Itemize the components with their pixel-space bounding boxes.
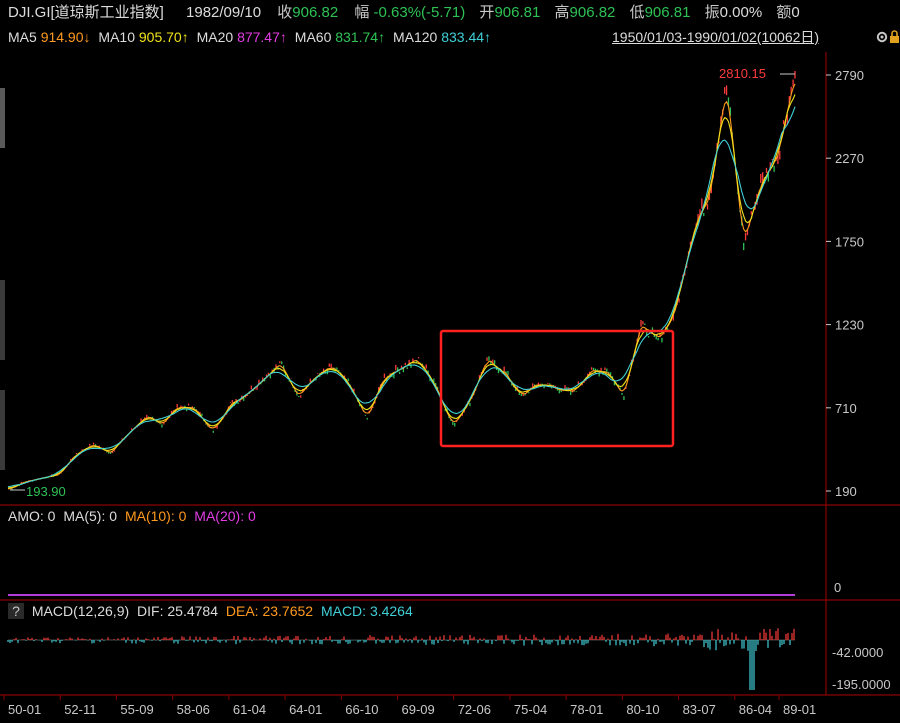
low-value: 906.81 bbox=[644, 4, 691, 21]
highlight-box bbox=[439, 329, 675, 448]
macd-value: MACD: 3.4264 bbox=[320, 603, 413, 619]
amo-indicator-bar: AMO: 0 MA(5): 0 MA(10): 0 MA(20): 0 bbox=[8, 508, 256, 524]
macd-dif: DIF: 25.4784 bbox=[137, 603, 218, 619]
open-value: 906.81 bbox=[494, 4, 541, 21]
x-axis-label: 89-01 bbox=[783, 702, 816, 717]
high-value: 906.82 bbox=[569, 4, 616, 21]
macd-title: MACD(12,26,9) bbox=[31, 603, 130, 619]
y-tick-label: 190 bbox=[835, 484, 857, 499]
y-tick-label: 2790 bbox=[835, 68, 864, 83]
change-label: 幅 bbox=[354, 4, 370, 21]
amo-y-tick: 0 bbox=[834, 580, 842, 595]
macd-histogram bbox=[7, 628, 795, 690]
macd-dea: DEA: 23.7652 bbox=[225, 603, 314, 619]
x-axis-label: 61-04 bbox=[233, 702, 266, 717]
amo-ma20: MA(20): 0 bbox=[194, 508, 256, 524]
symbol-name[interactable]: DJI.GI[道琼斯工业指数] bbox=[8, 4, 164, 21]
macd-indicator-bar: ? MACD(12,26,9) DIF: 25.4784 DEA: 23.765… bbox=[8, 603, 413, 619]
high-label: 高 bbox=[554, 4, 570, 21]
quote-date: 1982/09/10 bbox=[186, 4, 262, 21]
side-tab[interactable] bbox=[0, 390, 5, 470]
quote-info-bar: DJI.GI[道琼斯工业指数] 1982/09/10 收906.82 幅 -0.… bbox=[8, 3, 804, 23]
ma120-value: 833.44↑ bbox=[441, 29, 492, 45]
x-axis-labels: 50-01 52-11 55-09 58-06 61-04 64-01 66-10 69-09… bbox=[3, 695, 816, 717]
open-label: 开 bbox=[479, 4, 495, 21]
x-axis-label: 75-04 bbox=[514, 702, 547, 717]
ma120-line bbox=[7, 106, 796, 488]
x-axis-label: 86-04 bbox=[739, 702, 772, 717]
x-axis-label: 72-06 bbox=[458, 702, 491, 717]
y-tick-label: 710 bbox=[835, 401, 857, 416]
amount-label: 额 bbox=[776, 4, 792, 21]
x-axis-label: 66-10 bbox=[345, 702, 378, 717]
amplitude-value: 0.00% bbox=[719, 4, 763, 21]
moving-average-lines bbox=[7, 73, 796, 491]
side-tab[interactable] bbox=[0, 280, 5, 360]
y-axis-ticks: 2790 2270 1750 1230 710 190 bbox=[826, 68, 864, 499]
ma5-label: MA5 bbox=[8, 29, 37, 45]
x-axis-label: 58-06 bbox=[177, 702, 210, 717]
ma60-label: MA60 bbox=[294, 29, 332, 45]
y-tick-label: 1750 bbox=[835, 234, 864, 249]
amplitude-label: 振 bbox=[704, 4, 720, 21]
change-value: -0.63%(-5.71) bbox=[373, 4, 466, 21]
x-axis-label: 80-10 bbox=[626, 702, 659, 717]
x-axis-label: 69-09 bbox=[402, 702, 435, 717]
x-axis-label: 64-01 bbox=[289, 702, 322, 717]
macd-y-tick-2: -195.0000 bbox=[832, 677, 891, 692]
ma20-value: 877.47↑ bbox=[237, 29, 287, 45]
macd-y-tick-1: -42.0000 bbox=[832, 645, 884, 660]
help-icon[interactable]: ? bbox=[8, 603, 24, 619]
date-range-selector[interactable]: 1950/01/03-1990/01/02(10062日) bbox=[612, 29, 820, 45]
max-price-label: 2810.15 bbox=[719, 66, 766, 81]
x-axis-label: 83-07 bbox=[683, 702, 716, 717]
left-side-tabs bbox=[0, 50, 6, 480]
settings-gear-icon[interactable] bbox=[875, 30, 889, 44]
ma60-value: 831.74↑ bbox=[335, 29, 386, 45]
x-axis-label: 78-01 bbox=[570, 702, 603, 717]
side-tab[interactable] bbox=[0, 88, 5, 148]
close-label: 收 bbox=[277, 4, 293, 21]
x-axis-label: 52-11 bbox=[64, 702, 96, 717]
x-axis-label: 55-09 bbox=[120, 702, 153, 717]
amount-value: 0 bbox=[791, 4, 800, 21]
min-price-label: 193.90 bbox=[26, 484, 66, 499]
ma5-line bbox=[7, 83, 796, 490]
ma10-value: 905.70↑ bbox=[138, 29, 189, 45]
lock-icon[interactable] bbox=[889, 30, 900, 44]
amo-value: AMO: 0 bbox=[8, 508, 56, 524]
y-tick-label: 1230 bbox=[835, 318, 864, 333]
price-bars bbox=[9, 70, 796, 490]
ma-legend-bar: MA5 914.90↓ MA10 905.70↑ MA20 877.47↑ MA… bbox=[8, 27, 495, 47]
ma10-line bbox=[7, 94, 796, 489]
ma10-label: MA10 bbox=[98, 29, 135, 45]
ma5-value: 914.90↓ bbox=[40, 29, 91, 45]
close-value: 906.82 bbox=[292, 4, 339, 21]
low-label: 低 bbox=[629, 4, 645, 21]
x-axis-label: 50-01 bbox=[8, 702, 41, 717]
ma20-label: MA20 bbox=[196, 29, 234, 45]
amo-ma10: MA(10): 0 bbox=[124, 508, 187, 524]
amo-ma5: MA(5): 0 bbox=[63, 508, 118, 524]
ma120-label: MA120 bbox=[392, 29, 438, 45]
y-tick-label: 2270 bbox=[835, 151, 864, 166]
